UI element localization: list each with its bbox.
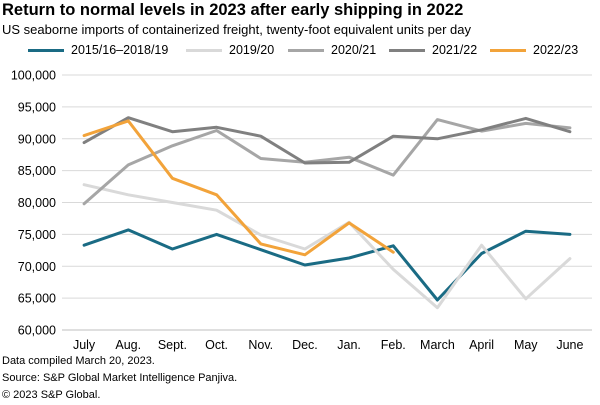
legend-swatch (28, 48, 64, 52)
legend-item-2020-21: 2020/21 (288, 43, 376, 57)
legend-label: 2020/21 (331, 43, 377, 57)
legend-label: 2021/22 (432, 43, 478, 57)
y-tick-label: 95,000 (18, 100, 56, 114)
x-tick-label: Nov. (248, 338, 273, 352)
x-tick-label: June (556, 338, 583, 352)
x-tick-label: May (514, 338, 538, 352)
y-tick-label: 70,000 (18, 260, 56, 274)
y-tick-label: 60,000 (18, 324, 56, 338)
y-tick-label: 65,000 (18, 292, 56, 306)
x-tick-label: July (73, 338, 96, 352)
x-tick-label: Sept. (158, 338, 187, 352)
x-tick-label: Jan. (337, 338, 361, 352)
legend-label: 2022/23 (533, 43, 579, 57)
x-tick-label: Feb. (381, 338, 406, 352)
legend-swatch (389, 48, 425, 52)
x-tick-label: March (420, 338, 455, 352)
legend-item-2015-2019: 2015/16–2018/19 (28, 43, 168, 57)
y-tick-label: 80,000 (18, 196, 56, 210)
series-line-2 (82, 118, 572, 206)
footnote-data-compiled: Data compiled March 20, 2023. (2, 355, 155, 367)
series-line-1 (82, 183, 572, 310)
legend-item-2022-23: 2022/23 (490, 43, 578, 57)
x-tick-label: Dec. (292, 338, 318, 352)
legend-label: 2015/16–2018/19 (71, 43, 169, 57)
chart-title: Return to normal levels in 2023 after ea… (2, 1, 464, 19)
legend-swatch (288, 48, 324, 52)
x-tick-label: Aug. (115, 338, 141, 352)
y-tick-label: 100,000 (11, 69, 56, 83)
x-tick-label: Oct. (205, 338, 228, 352)
y-tick-label: 85,000 (18, 164, 56, 178)
x-tick-label: April (469, 338, 494, 352)
chart-subtitle: US seaborne imports of containerized fre… (2, 22, 471, 37)
legend: 2015/16–2018/19 2019/20 2020/21 2021/22 … (0, 43, 600, 67)
footnote-copyright: © 2023 S&P Global. (2, 389, 101, 401)
footnote-source: Source: S&P Global Market Intelligence P… (2, 372, 238, 384)
legend-label: 2019/20 (229, 43, 275, 57)
series-line-4 (82, 119, 395, 257)
legend-swatch (490, 48, 526, 52)
legend-item-2019-20: 2019/20 (186, 43, 274, 57)
legend-item-2021-22: 2021/22 (389, 43, 477, 57)
y-tick-label: 75,000 (18, 228, 56, 242)
y-tick-label: 90,000 (18, 132, 56, 146)
series-line-3 (82, 116, 572, 165)
legend-swatch (186, 48, 222, 52)
series-line-0 (82, 228, 572, 302)
